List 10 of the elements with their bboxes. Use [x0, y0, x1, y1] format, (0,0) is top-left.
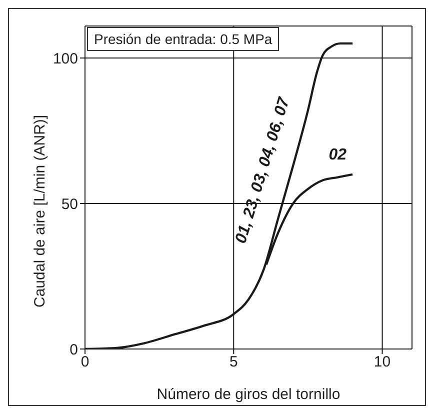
x-tick-label: 0: [80, 354, 90, 371]
y-tick-label: 0: [70, 341, 78, 358]
annotation: Presión de entrada: 0.5 MPa: [87, 27, 280, 51]
y-tick-label: 100: [52, 50, 78, 68]
x-axis-title: Número de giros del tornillo: [156, 386, 340, 403]
x-tick-label: 10: [374, 354, 391, 371]
series-label: 02: [328, 146, 347, 164]
x-tick-label: 5: [229, 354, 238, 371]
y-tick-label: 50: [61, 196, 78, 213]
y-axis-title: Caudal de aire [L/min (ANR)]: [31, 114, 48, 308]
